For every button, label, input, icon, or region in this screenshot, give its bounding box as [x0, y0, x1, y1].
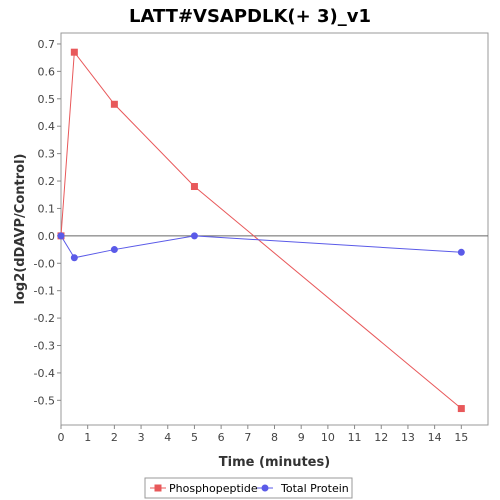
plot-area [60, 32, 489, 426]
data-point-total-protein [457, 248, 465, 256]
series-total-protein [57, 232, 465, 262]
y-axis: 0.7 0.6 0.5 0.4 0.3 0.2 0.1 0.0 -0.0 -0.1 -0.2 -0.3… [34, 38, 61, 407]
y-tick-label: 0.5 [38, 93, 56, 106]
y-tick-label: -0.5 [34, 394, 55, 407]
y-tick-label: 0.0 [38, 230, 56, 243]
data-point-phosphopeptide [110, 100, 118, 108]
legend-marker-total-protein [261, 484, 269, 492]
x-tick-label: 4 [164, 431, 171, 444]
x-axis: 0 1 2 3 4 5 6 7 8 9 10 11 12 13 14 15 [58, 425, 468, 444]
x-tick-label: 5 [191, 431, 198, 444]
data-point-phosphopeptide [457, 405, 465, 413]
x-tick-label: 6 [218, 431, 225, 444]
data-point-phosphopeptide [70, 48, 78, 56]
x-tick-label: 14 [428, 431, 442, 444]
legend-label-total-protein: Total Protein [280, 482, 349, 495]
chart-title: LATT#VSAPDLK(+ 3)_v1 [129, 6, 371, 27]
x-tick-label: 12 [374, 431, 388, 444]
x-tick-label: 13 [401, 431, 415, 444]
x-tick-label: 3 [138, 431, 145, 444]
y-tick-label: 0.4 [38, 120, 56, 133]
legend-label-phosphopeptide: Phosphopeptide [169, 482, 258, 495]
data-point-phosphopeptide [190, 183, 198, 191]
y-tick-label: -0.0 [34, 257, 55, 270]
y-tick-label: -0.4 [34, 367, 55, 380]
x-tick-label: 15 [454, 431, 468, 444]
series-layer [57, 48, 465, 413]
y-tick-label: -0.1 [34, 285, 55, 298]
x-axis-label: Time (minutes) [219, 455, 330, 470]
x-tick-label: 1 [84, 431, 91, 444]
data-point-total-protein [57, 232, 65, 240]
y-tick-label: 0.2 [38, 175, 56, 188]
x-tick-label: 0 [58, 431, 65, 444]
legend-marker-phosphopeptide [154, 484, 162, 492]
y-tick-label: -0.3 [34, 340, 55, 353]
y-tick-label: -0.2 [34, 312, 55, 325]
x-tick-label: 11 [348, 431, 362, 444]
y-axis-label: log2(dDAVP/Control) [13, 154, 28, 305]
legend: Phosphopeptide Total Protein [144, 477, 353, 499]
x-tick-label: 9 [298, 431, 305, 444]
x-tick-label: 7 [244, 431, 251, 444]
y-tick-label: 0.1 [38, 202, 56, 215]
y-tick-label: 0.3 [38, 148, 56, 161]
y-tick-label: 0.7 [38, 38, 56, 51]
x-tick-label: 10 [321, 431, 335, 444]
data-point-total-protein [70, 254, 78, 262]
y-tick-label: 0.6 [38, 65, 56, 78]
x-tick-label: 8 [271, 431, 278, 444]
data-point-total-protein [190, 232, 198, 240]
data-point-total-protein [110, 246, 118, 254]
legend-box [144, 477, 353, 499]
x-tick-label: 2 [111, 431, 118, 444]
